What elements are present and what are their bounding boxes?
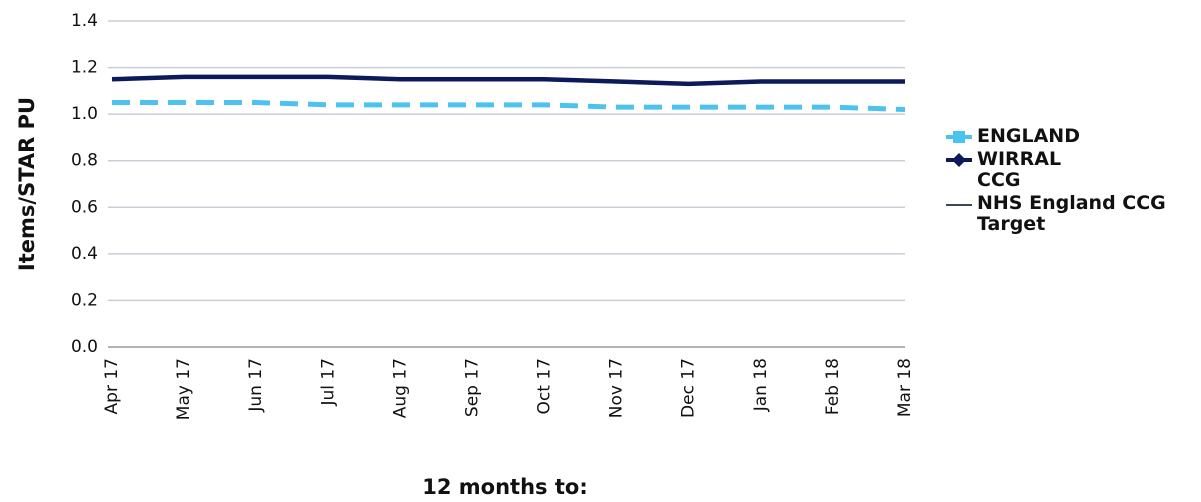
y-tick-label: 1.2 [71, 58, 98, 78]
x-tick-label: Apr 17 [102, 358, 122, 414]
legend-marker [952, 153, 966, 167]
legend-swatch [946, 153, 972, 167]
x-tick-label: Jun 17 [246, 358, 266, 413]
x-tick-label: Jan 18 [751, 358, 771, 412]
x-tick-label: Sep 17 [462, 358, 482, 417]
x-tick-label: Aug 17 [390, 358, 410, 418]
x-tick-label: Nov 17 [607, 358, 627, 418]
legend: ENGLAND WIRRAL CCG NHS England CCG Target [945, 126, 1195, 237]
x-tick-label: Dec 17 [679, 358, 699, 418]
legend-item: NHS England CCG Target [945, 193, 1195, 235]
x-tick-label: Oct 17 [535, 358, 555, 414]
y-tick-label: 0.4 [71, 244, 98, 264]
legend-item: ENGLAND [945, 126, 1195, 147]
legend-label: NHS England CCG Target [977, 192, 1166, 235]
legend-marker [953, 131, 965, 143]
y-tick-label: 0.8 [71, 151, 98, 171]
legend-item: WIRRAL CCG [945, 149, 1195, 191]
y-tick-label: 0.6 [71, 197, 98, 217]
legend-label: WIRRAL CCG [977, 148, 1062, 191]
x-tick-label: May 17 [174, 358, 194, 420]
series-line [111, 74, 905, 87]
y-axis-label: Items/STAR PU [15, 97, 39, 271]
legend-swatch [946, 131, 972, 143]
y-tick-label: 1.0 [71, 104, 98, 124]
series-line [112, 100, 906, 112]
legend-swatch [946, 204, 972, 206]
x-tick-label: Mar 18 [895, 358, 915, 417]
y-tick-label: 1.4 [71, 11, 98, 31]
y-tick-label: 0.0 [71, 337, 98, 357]
x-tick-label: Jul 17 [318, 358, 338, 407]
x-axis-label: 12 months to: [422, 475, 587, 499]
y-tick-label: 0.2 [71, 290, 98, 310]
x-tick-label: Feb 18 [823, 358, 843, 415]
legend-label: ENGLAND [977, 125, 1080, 147]
